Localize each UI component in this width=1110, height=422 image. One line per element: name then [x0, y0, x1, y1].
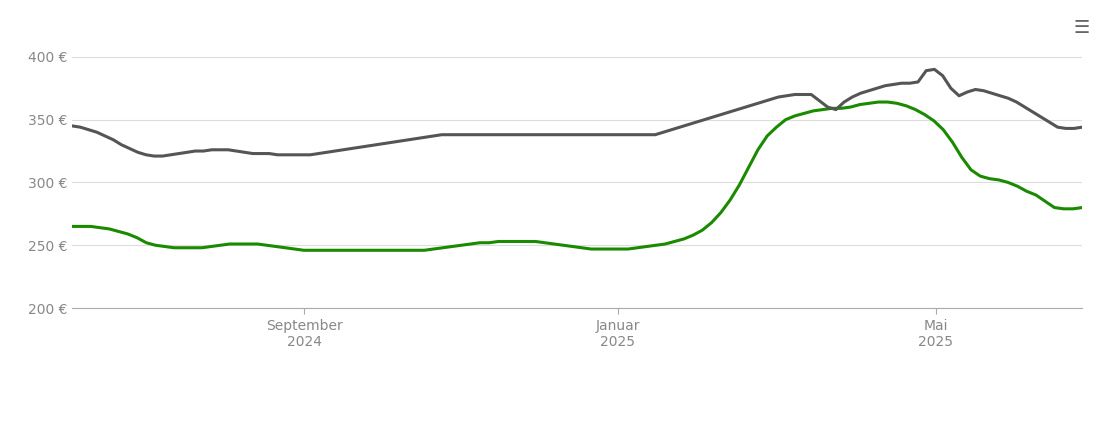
- Text: ☰: ☰: [1073, 19, 1090, 37]
- Legend: lose Ware, Sackware: lose Ware, Sackware: [450, 417, 705, 422]
